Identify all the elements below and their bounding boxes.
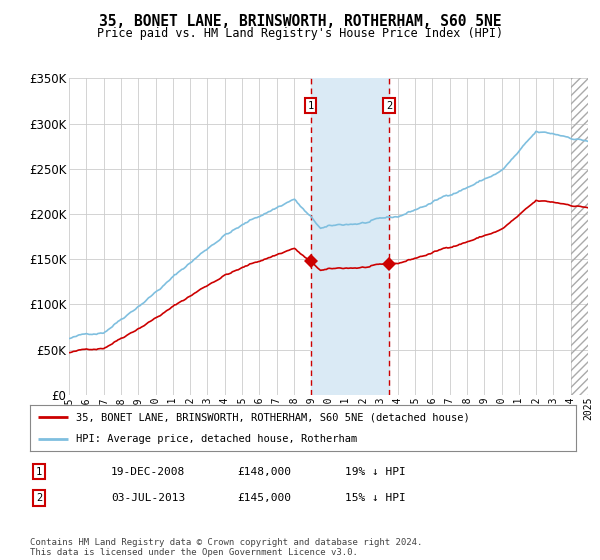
Text: 03-JUL-2013: 03-JUL-2013 <box>111 493 185 503</box>
Text: 19% ↓ HPI: 19% ↓ HPI <box>345 466 406 477</box>
Text: 19-DEC-2008: 19-DEC-2008 <box>111 466 185 477</box>
Text: 1: 1 <box>36 466 42 477</box>
Text: £148,000: £148,000 <box>237 466 291 477</box>
Text: 2: 2 <box>36 493 42 503</box>
Text: HPI: Average price, detached house, Rotherham: HPI: Average price, detached house, Roth… <box>76 435 358 444</box>
Text: 35, BONET LANE, BRINSWORTH, ROTHERHAM, S60 5NE (detached house): 35, BONET LANE, BRINSWORTH, ROTHERHAM, S… <box>76 412 470 422</box>
Bar <box>571 78 588 395</box>
Text: 35, BONET LANE, BRINSWORTH, ROTHERHAM, S60 5NE: 35, BONET LANE, BRINSWORTH, ROTHERHAM, S… <box>99 14 501 29</box>
Text: 15% ↓ HPI: 15% ↓ HPI <box>345 493 406 503</box>
Bar <box>311 78 389 395</box>
Text: 1: 1 <box>308 101 314 110</box>
Text: £145,000: £145,000 <box>237 493 291 503</box>
Text: Contains HM Land Registry data © Crown copyright and database right 2024.
This d: Contains HM Land Registry data © Crown c… <box>30 538 422 557</box>
Text: Price paid vs. HM Land Registry's House Price Index (HPI): Price paid vs. HM Land Registry's House … <box>97 27 503 40</box>
Text: 2: 2 <box>386 101 392 110</box>
